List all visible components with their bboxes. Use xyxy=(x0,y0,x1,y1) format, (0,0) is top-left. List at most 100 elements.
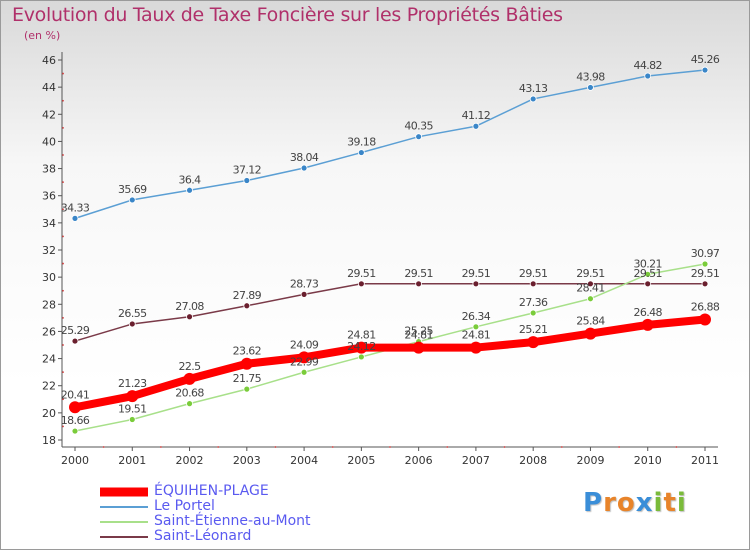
y-tick-label: 30 xyxy=(42,271,56,284)
y-tick-label: 40 xyxy=(42,135,56,148)
data-label: 20.68 xyxy=(175,387,204,400)
y-tick-label: 24 xyxy=(42,353,56,366)
x-tick-label: 2007 xyxy=(462,454,490,467)
data-label: 26.34 xyxy=(462,310,491,323)
data-label: 21.23 xyxy=(118,377,147,390)
x-minor-tick xyxy=(618,446,620,448)
chart-series xyxy=(69,66,711,435)
logo-letter: o xyxy=(616,488,636,518)
data-label: 45.26 xyxy=(691,53,720,66)
x-tick-label: 2000 xyxy=(61,454,89,467)
data-point xyxy=(69,401,81,414)
x-minor-tick xyxy=(274,446,277,448)
data-label: 24.81 xyxy=(462,329,491,342)
logo-letter: t xyxy=(663,488,677,518)
data-point xyxy=(243,177,251,184)
data-point xyxy=(644,280,652,288)
series-line xyxy=(74,283,706,342)
data-label: 23.62 xyxy=(233,345,262,358)
data-label: 41.12 xyxy=(462,109,491,122)
data-point xyxy=(641,318,654,331)
series-line xyxy=(71,315,709,412)
y-tick-label: 46 xyxy=(42,54,56,67)
data-label: 24.09 xyxy=(290,338,319,351)
y-tick-label: 22 xyxy=(42,380,56,393)
data-point xyxy=(587,280,594,288)
data-point xyxy=(529,95,537,103)
legend-swatch xyxy=(100,520,148,523)
data-point xyxy=(128,416,136,423)
series-1 xyxy=(71,280,709,345)
data-label: 29.51 xyxy=(576,267,605,280)
y-minor-tick xyxy=(62,72,64,75)
chart-data-labels: 34.33 35.69 36.4 37.12 38.04 39.18 40.35 41.12 4… xyxy=(61,53,721,427)
legend-label: Saint-Étienne-au-Mont xyxy=(154,513,311,529)
data-point xyxy=(240,357,253,370)
data-label: 21.75 xyxy=(233,372,262,385)
data-label: 25.29 xyxy=(61,324,90,337)
data-point xyxy=(644,270,652,278)
data-label: 24.12 xyxy=(347,340,376,353)
y-tick-label: 44 xyxy=(42,81,56,94)
logo-letter: i xyxy=(676,488,687,518)
logo-letter: P xyxy=(583,488,604,518)
data-point xyxy=(357,149,365,156)
data-label: 29.51 xyxy=(404,267,433,280)
data-label: 29.51 xyxy=(462,267,491,280)
data-label: 20.41 xyxy=(61,388,90,401)
y-tick-label: 36 xyxy=(42,190,56,203)
data-point xyxy=(183,372,196,385)
data-label: 28.41 xyxy=(576,282,605,295)
data-label: 36.4 xyxy=(178,173,201,186)
x-tick-label: 2011 xyxy=(691,454,719,467)
data-point xyxy=(300,290,308,298)
chart-subtitle: (en %) xyxy=(24,29,61,42)
data-label: 29.51 xyxy=(347,267,376,280)
y-minor-tick xyxy=(62,154,64,156)
logo-letter: i xyxy=(653,488,664,518)
data-label: 26.88 xyxy=(691,300,720,313)
data-point xyxy=(701,66,709,74)
data-point xyxy=(701,280,709,288)
data-label: 28.73 xyxy=(290,277,319,290)
data-label: 24.81 xyxy=(404,329,433,342)
data-point xyxy=(357,353,365,361)
x-tick-label: 2009 xyxy=(576,454,604,467)
x-minor-tick xyxy=(389,446,391,448)
data-point xyxy=(584,327,597,340)
series-0 xyxy=(71,66,709,222)
data-label: 38.04 xyxy=(290,151,319,164)
x-tick-label: 2004 xyxy=(290,454,318,467)
y-tick-label: 18 xyxy=(42,434,56,447)
data-point xyxy=(644,72,652,80)
legend-label: Saint-Léonard xyxy=(154,528,252,544)
data-label: 25.21 xyxy=(519,323,548,336)
x-minor-tick xyxy=(331,446,334,448)
data-point xyxy=(701,260,709,268)
data-point xyxy=(71,427,79,435)
y-tick-label: 42 xyxy=(42,108,56,121)
data-label: 29.51 xyxy=(519,267,548,280)
x-minor-tick xyxy=(160,446,162,448)
data-point xyxy=(412,341,425,354)
data-point xyxy=(128,196,136,204)
y-minor-tick xyxy=(62,316,64,319)
logo-letter: r xyxy=(603,488,617,518)
y-minor-tick xyxy=(62,99,64,102)
data-label: 29.51 xyxy=(633,267,662,280)
data-point xyxy=(298,351,311,364)
data-label: 43.13 xyxy=(519,82,548,95)
data-point xyxy=(529,280,537,288)
data-point xyxy=(71,214,79,222)
y-minor-tick xyxy=(62,371,64,374)
legend-swatch xyxy=(100,535,148,538)
data-label: 39.18 xyxy=(347,136,376,149)
x-minor-tick xyxy=(503,446,506,448)
y-minor-tick xyxy=(62,344,64,346)
y-tick-label: 34 xyxy=(42,217,56,230)
legend-label: Le Portel xyxy=(154,498,215,514)
data-point xyxy=(186,400,193,408)
y-tick-label: 20 xyxy=(42,407,56,420)
